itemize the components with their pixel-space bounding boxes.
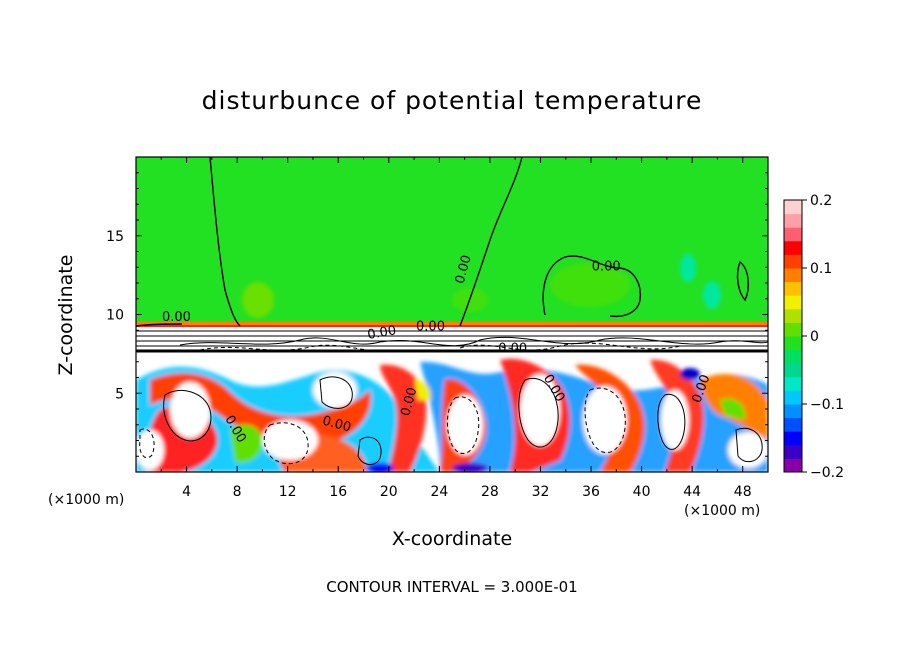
colorbar-swatch [784,404,802,419]
x-axis: 4 8 12 16 20 24 28 32 36 40 44 48 [160,157,752,500]
x-tick-label: 20 [380,484,398,500]
colorbar-tick-label: −0.1 [810,397,844,413]
contour-label: 0.00 [453,254,475,286]
y-axis-label: Z-coordinate [55,254,77,376]
colorbar-swatch [784,336,802,351]
colorbar-swatch [784,254,802,269]
colorbar-tick-label: 0 [810,329,819,345]
colorbar-tick-label: 0.1 [810,261,832,277]
colorbar-swatch [784,281,802,296]
colorbar-swatch [784,308,802,323]
x-unit-right: (×1000 m) [684,503,761,519]
contour-label: 0.00 [366,323,397,343]
y-tick-label: 10 [106,308,124,324]
colorbar-swatch [784,213,802,228]
colorbar-swatch [784,227,802,242]
contour-label: 0.00 [416,319,445,334]
inversion-red [136,325,768,327]
colorbar-swatch [784,200,802,215]
colorbar-swatch [784,444,802,459]
x-tick-label: 8 [233,484,242,500]
x-axis-label: X-coordinate [391,528,513,550]
colorbar: 0.2 0.1 0 −0.1 −0.2 [783,193,844,481]
y-tick-label: 15 [106,229,124,245]
upper-variations [242,254,721,318]
colorbar-swatch [784,322,802,337]
x-tick-label: 16 [329,484,347,500]
inversion-orange [136,322,768,325]
y-tick-label: 5 [115,386,124,402]
contour-label: 0.00 [321,414,353,436]
colorbar-swatch [784,268,802,283]
colorbar-swatch [784,458,802,473]
x-unit-left: (×1000 m) [48,492,125,508]
y-axis: 5 10 15 [106,172,768,457]
x-tick-label: 44 [683,484,701,500]
x-tick-label: 12 [279,484,297,500]
colorbar-swatch [784,417,802,432]
upper-layer [136,157,768,325]
contour-interval-note: CONTOUR INTERVAL = 3.000E-01 [326,578,578,596]
contour-label: 0.00 [592,259,621,274]
x-tick-label: 48 [734,484,752,500]
x-tick-label: 28 [481,484,499,500]
lower-contours [139,376,763,465]
colorbar-swatch [784,390,802,405]
upper-contours [136,157,749,327]
inversion-contours [136,330,768,353]
x-tick-label: 40 [633,484,651,500]
contour-label: 0.00 [498,341,527,356]
x-tick-label: 32 [532,484,550,500]
chart-title: disturbunce of potential temperature [201,86,703,115]
x-tick-label: 24 [430,484,448,500]
colorbar-swatch [784,431,802,446]
x-tick-label: 4 [182,484,191,500]
turbulent-layer [136,355,768,472]
colorbar-tick-label: −0.2 [810,465,844,481]
colorbar-swatch [784,376,802,391]
colorbar-swatch [784,240,802,255]
plot-area [136,157,768,472]
contour-label: 0.00 [398,386,420,418]
contour-label: 0.00 [162,310,191,325]
x-tick-label: 36 [582,484,600,500]
colorbar-swatch [784,295,802,310]
colorbar-tick-label: 0.2 [810,193,832,209]
colorbar-swatch [784,363,802,378]
colorbar-swatch [784,349,802,364]
